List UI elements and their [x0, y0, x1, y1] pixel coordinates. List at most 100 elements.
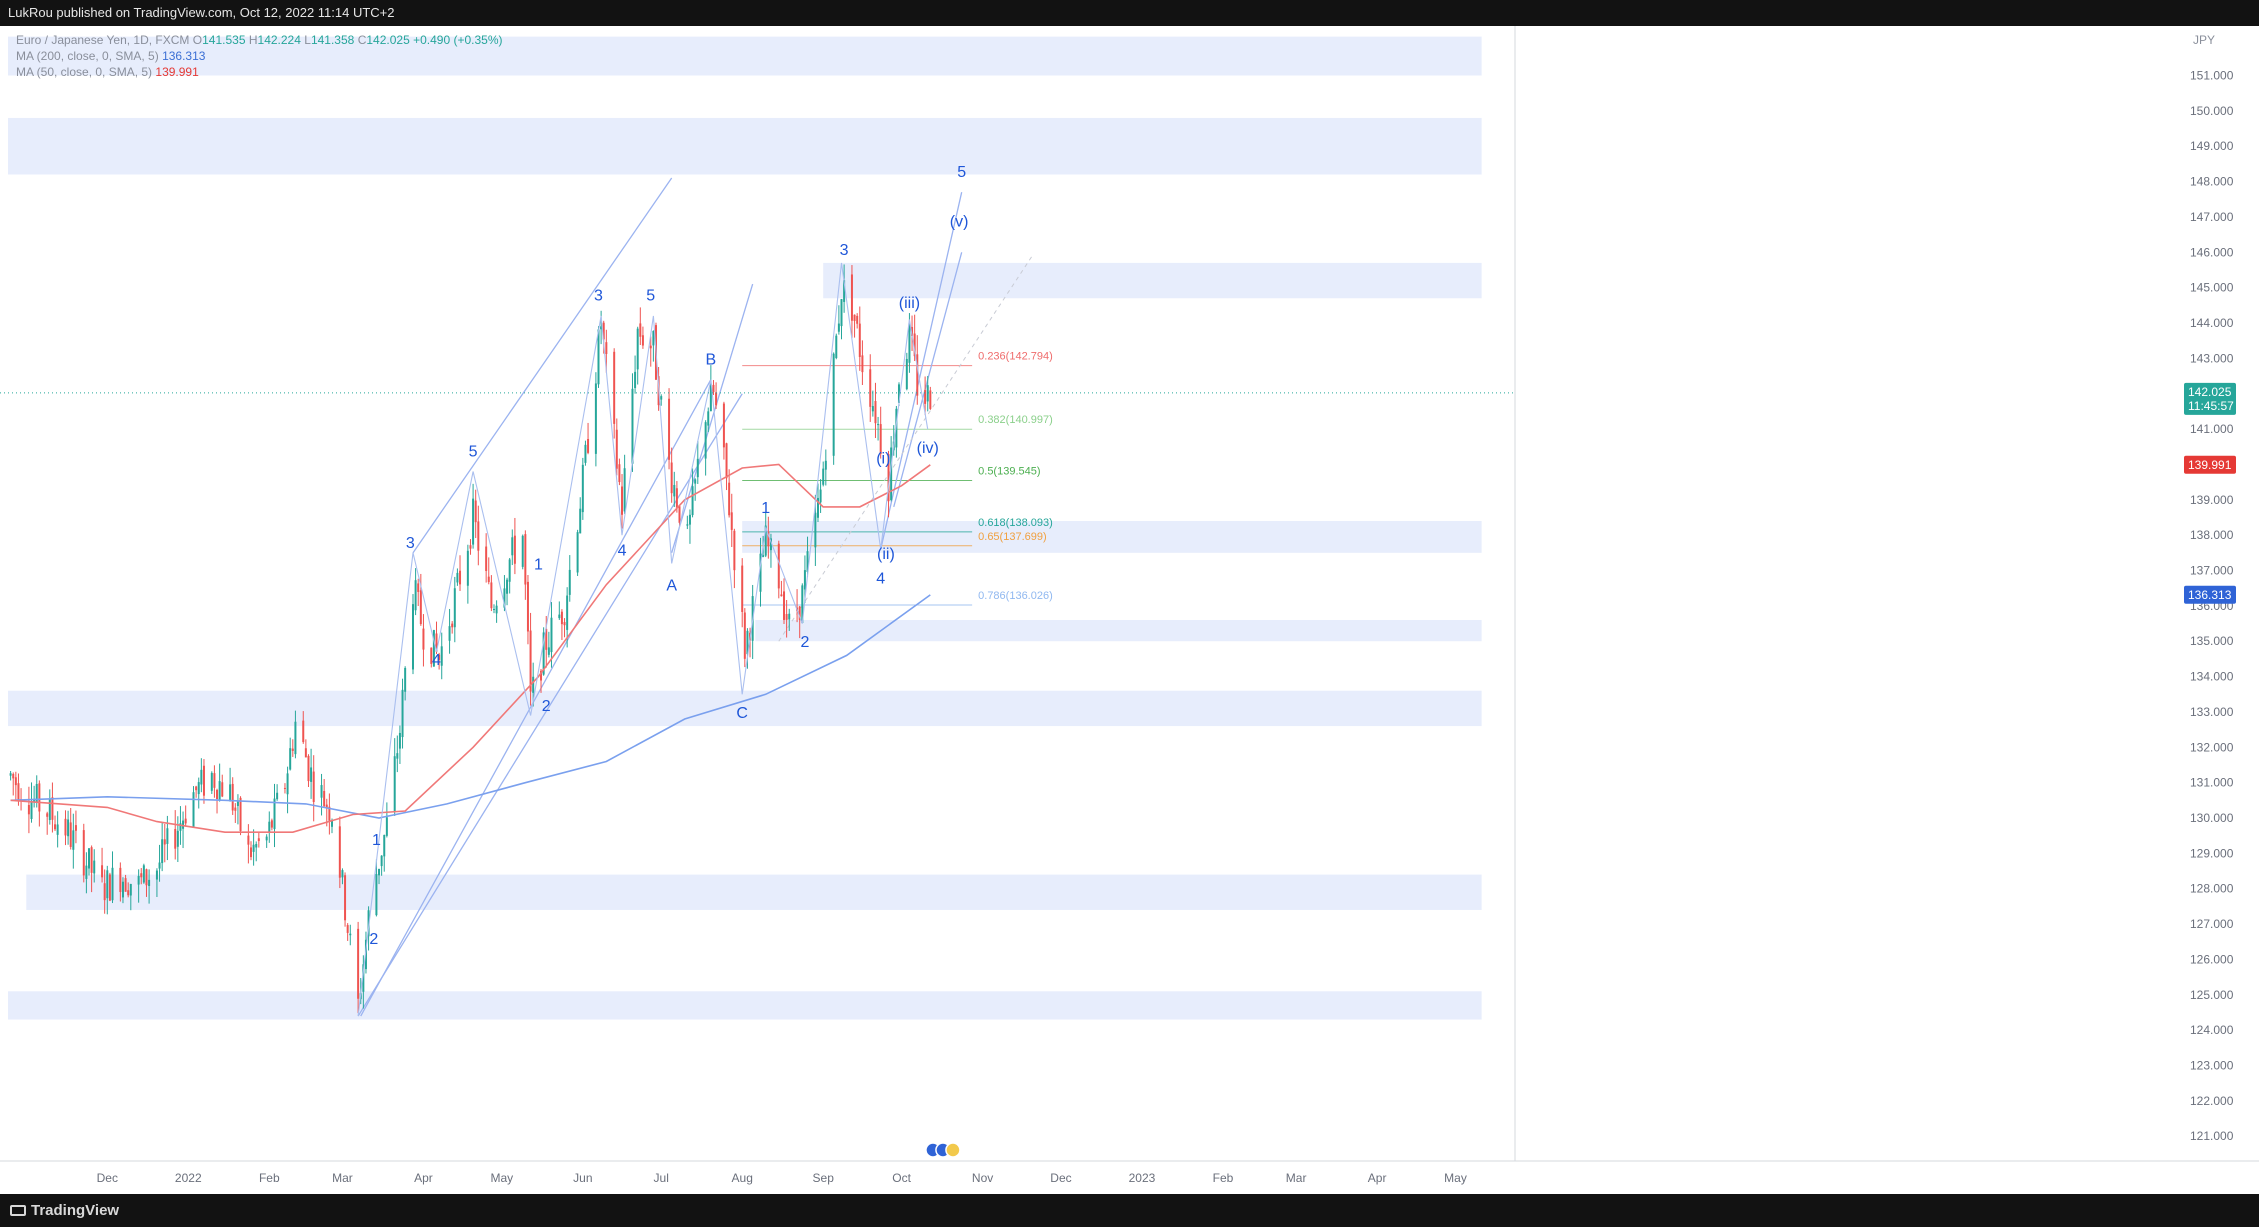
legend-ma50-row[interactable]: MA (50, close, 0, SMA, 5) 139.991	[16, 64, 503, 80]
candle-body	[357, 928, 360, 999]
candle-body	[119, 867, 122, 893]
candle-body	[879, 424, 882, 454]
event-marker-icon[interactable]	[945, 1142, 961, 1158]
candle-body	[124, 878, 127, 892]
price-tick: 131.000	[2190, 776, 2234, 790]
candle-body	[526, 581, 529, 632]
candle-body	[440, 646, 443, 666]
candle-body	[166, 828, 169, 844]
price-tick: 123.000	[2190, 1059, 2234, 1073]
candle-body	[686, 524, 689, 526]
candle-body	[837, 323, 840, 332]
symbol-name[interactable]: Euro / Japanese Yen, 1D, FXCM	[16, 33, 190, 47]
candle-body	[623, 468, 626, 512]
candle-body	[255, 843, 258, 848]
candle-body	[411, 604, 414, 670]
candle-body	[252, 844, 255, 852]
price-tick: 130.000	[2190, 811, 2234, 825]
candle-body	[195, 786, 198, 791]
price-chart[interactable]: 0.236(142.794) 0.382(140.997) 0.5(139.545)…	[0, 26, 2259, 1194]
candle-body	[163, 839, 166, 845]
candle-body	[432, 630, 435, 667]
candle-body	[451, 623, 454, 628]
wave-label-13: 1	[761, 500, 770, 517]
legend-symbol-row[interactable]: Euro / Japanese Yen, 1D, FXCM O141.535 H…	[16, 32, 503, 48]
price-tick: 143.000	[2190, 351, 2234, 365]
time-tick: Apr	[1368, 1171, 1387, 1185]
price-tick: 126.000	[2190, 952, 2234, 966]
candle-body	[302, 720, 305, 743]
candle-body	[605, 342, 608, 355]
fib-label-1: 0.382(140.997)	[978, 414, 1053, 426]
wave-label-20: (iv)	[917, 440, 939, 457]
tradingview-logo-icon	[10, 1205, 26, 1216]
price-tick: 141.000	[2190, 422, 2234, 436]
candle-body	[660, 396, 663, 400]
tradingview-logo[interactable]: TradingView	[10, 1202, 119, 1219]
candle-body	[155, 870, 158, 880]
ma50-badge	[2184, 455, 2236, 474]
candle-body	[466, 550, 469, 586]
candle-body	[743, 612, 746, 659]
candle-body	[396, 753, 399, 759]
candle-body	[291, 748, 294, 751]
candle-body	[325, 804, 328, 808]
fib-label-4: 0.65(137.699)	[978, 531, 1047, 543]
candle-body	[380, 855, 383, 867]
candle-body	[783, 591, 786, 620]
candle-body	[861, 355, 864, 373]
time-tick: Jul	[654, 1171, 669, 1185]
high-value: 142.224	[257, 33, 301, 47]
candle-body	[312, 771, 315, 802]
ma200-label[interactable]: MA (200, close, 0, SMA, 5)	[16, 49, 159, 63]
candle-body	[174, 829, 177, 849]
candle-body	[419, 590, 422, 625]
candle-body	[87, 848, 90, 869]
ma200-badge-value: 136.313	[2188, 588, 2232, 602]
candle-body	[69, 822, 72, 847]
candle-body	[490, 582, 493, 609]
candle-body	[631, 388, 634, 464]
candle-body	[108, 874, 111, 901]
ma50-label[interactable]: MA (50, close, 0, SMA, 5)	[16, 65, 153, 79]
candle-body	[487, 576, 490, 583]
wave-label-22: 5	[957, 164, 966, 181]
chart-legend: Euro / Japanese Yen, 1D, FXCM O141.535 H…	[16, 32, 503, 80]
candle-body	[587, 438, 590, 453]
candle-body	[843, 280, 846, 302]
candle-body	[477, 521, 480, 551]
candle-body	[145, 869, 148, 886]
candle-body	[707, 411, 710, 426]
wave-path-layer	[357, 262, 929, 1017]
candle-body	[563, 622, 566, 626]
candle-body	[547, 647, 550, 655]
wave-label-14: 2	[800, 634, 809, 651]
candle-body	[594, 383, 597, 454]
candle-body	[688, 514, 691, 525]
candle-body	[216, 789, 219, 800]
time-tick: Jun	[573, 1171, 592, 1185]
candle-body	[668, 398, 671, 460]
candle-body	[438, 654, 441, 660]
candle-body	[27, 805, 30, 815]
candle-body	[913, 333, 916, 357]
wave-label-19: (iii)	[899, 295, 920, 312]
wave-label-9: 5	[646, 288, 655, 305]
axes-layer[interactable]: JPY121.000122.000123.000124.000125.00012…	[0, 26, 2259, 1194]
fib-retracement[interactable]: 0.236(142.794) 0.382(140.997) 0.5(139.545)…	[742, 351, 1053, 606]
fib-label-2: 0.5(139.545)	[978, 466, 1040, 478]
price-tick: 122.000	[2190, 1094, 2234, 1108]
candle-body	[330, 820, 333, 827]
candle-body	[576, 532, 579, 573]
candle-body	[853, 314, 856, 321]
last-price-badge	[2184, 382, 2236, 415]
time-tick: Apr	[414, 1171, 433, 1185]
candle-body	[926, 385, 929, 402]
candle-body	[869, 369, 872, 407]
wave-label-2: 3	[406, 535, 415, 552]
legend-ma200-row[interactable]: MA (200, close, 0, SMA, 5) 136.313	[16, 48, 503, 64]
zone-4	[755, 620, 1482, 642]
price-tick: 139.000	[2190, 493, 2234, 507]
candle-body	[289, 748, 292, 770]
price-tick: 134.000	[2190, 670, 2234, 684]
